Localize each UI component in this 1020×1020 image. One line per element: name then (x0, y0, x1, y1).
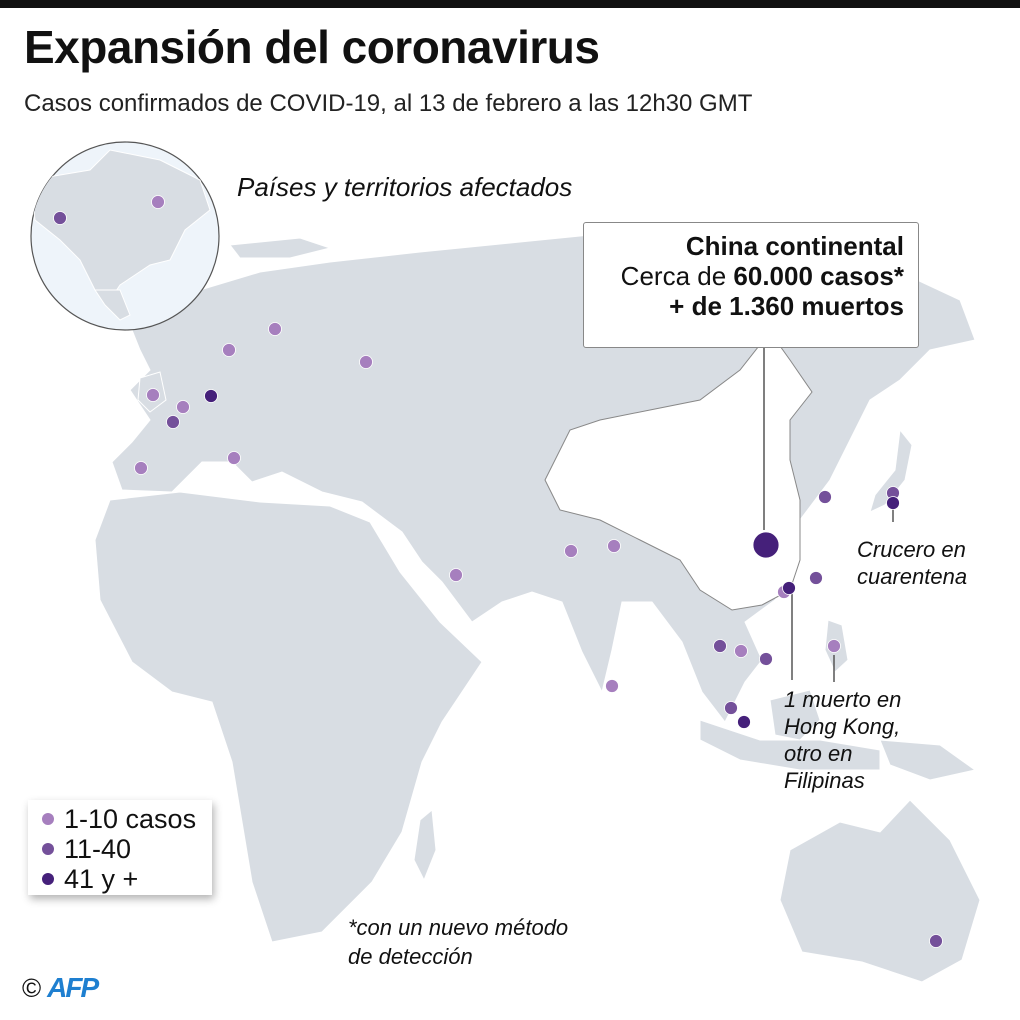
central-america-landmass (94, 289, 131, 321)
credit: © AFP (22, 972, 99, 1004)
case-marker-light (176, 400, 190, 414)
callout-deaths: + de 1.360 muertos (669, 291, 904, 321)
footnote-line-2: de detección (348, 944, 473, 969)
china-landmass (544, 331, 813, 611)
legend-item-dark: 41 y + (42, 864, 212, 894)
top-bar (0, 0, 1020, 8)
case-marker-dark (737, 715, 751, 729)
case-marker-light (268, 322, 282, 336)
case-marker-light (564, 544, 578, 558)
case-marker-light (827, 639, 841, 653)
borneo-landmass (769, 689, 821, 741)
indonesia-landmass (699, 719, 881, 771)
case-marker-light (359, 355, 373, 369)
legend-label: 1-10 casos (64, 803, 197, 834)
footnote-line-1: *con un nuevo método (348, 915, 569, 940)
cruise-line-2: cuarentena (857, 564, 968, 589)
afp-logo: AFP (47, 972, 99, 1003)
case-marker-dark (204, 389, 218, 403)
case-marker-medium (724, 701, 738, 715)
north-america-landmass (31, 149, 211, 301)
legend: 1-10 casos 11-40 41 y + (28, 800, 212, 895)
case-marker-light (227, 451, 241, 465)
light-dot-icon (42, 813, 54, 825)
case-marker-medium (53, 211, 67, 225)
callout-prefix: Cerca de (620, 261, 734, 291)
madagascar-landmass (413, 809, 437, 882)
medium-dot-icon (42, 843, 54, 855)
arctic-islands (229, 237, 332, 259)
japan-landmass (869, 428, 913, 513)
footnote: *con un nuevo método de detección (348, 913, 568, 971)
leader-lines (763, 345, 894, 682)
case-marker-dark (782, 581, 796, 595)
case-marker-medium (713, 639, 727, 653)
case-marker-light (734, 644, 748, 658)
legend-label: 41 y + (64, 863, 139, 894)
case-marker-medium (166, 415, 180, 429)
deaths-line-3: otro en (784, 741, 853, 766)
cruise-annotation: Crucero en cuarentena (857, 536, 967, 590)
deaths-line-2: Hong Kong, (784, 714, 901, 739)
copyright-symbol: © (22, 972, 42, 1003)
case-marker-medium (809, 571, 823, 585)
legend-item-medium: 11-40 (42, 834, 212, 864)
page-title: Expansión del coronavirus (24, 21, 600, 73)
case-marker-dark (886, 496, 900, 510)
china-case-marker (752, 531, 780, 559)
case-marker-medium (929, 934, 943, 948)
callout-cases: 60.000 casos* (733, 261, 904, 291)
case-marker-medium (759, 652, 773, 666)
deaths-line-1: 1 muerto en (784, 687, 902, 712)
cruise-line-1: Crucero en (857, 537, 966, 562)
deaths-annotation: 1 muerto en Hong Kong, otro en Filipinas (784, 686, 901, 794)
case-marker-light (607, 539, 621, 553)
callout-title: China continental (685, 231, 904, 261)
case-marker-light (134, 461, 148, 475)
china-callout: China continental Cerca de 60.000 casos*… (583, 222, 919, 348)
case-marker-light (146, 388, 160, 402)
page-subtitle: Casos confirmados de COVID-19, al 13 de … (24, 90, 753, 117)
map-heading: Países y territorios afectados (237, 172, 573, 202)
legend-label: 11-40 (64, 833, 132, 864)
case-marker-light (151, 195, 165, 209)
case-marker-medium (818, 490, 832, 504)
case-marker-light (449, 568, 463, 582)
deaths-line-4: Filipinas (784, 768, 865, 793)
legend-item-light: 1-10 casos (42, 804, 212, 834)
case-marker-light (605, 679, 619, 693)
australia-landmass (779, 799, 981, 983)
case-marker-light (222, 343, 236, 357)
africa-landmass (94, 491, 483, 943)
new-guinea-landmass (879, 739, 977, 781)
dark-dot-icon (42, 873, 54, 885)
inset-globe (30, 141, 220, 331)
